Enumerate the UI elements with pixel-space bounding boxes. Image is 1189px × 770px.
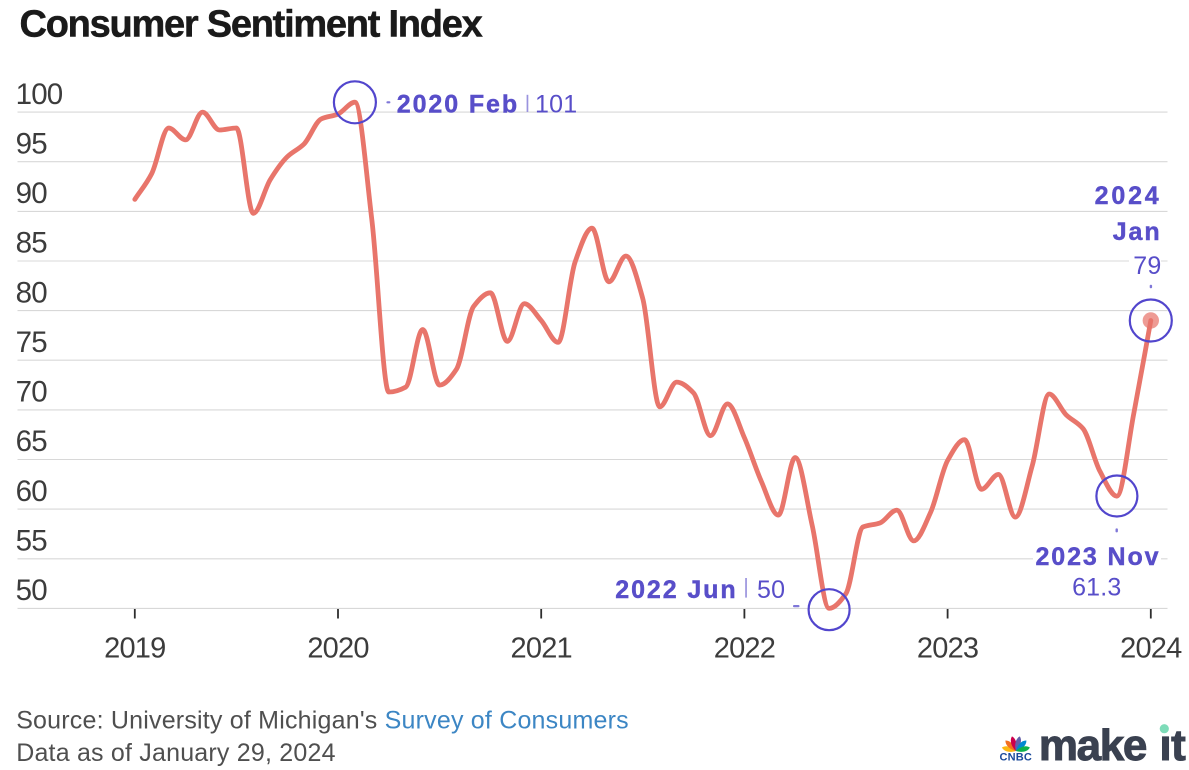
svg-text:90: 90 bbox=[16, 177, 48, 210]
svg-text:50: 50 bbox=[16, 574, 48, 607]
svg-text:Consumer Sentiment Index: Consumer Sentiment Index bbox=[20, 3, 483, 45]
svg-text:2024: 2024 bbox=[1120, 633, 1182, 665]
svg-text:85: 85 bbox=[16, 227, 48, 260]
svg-text:make: make bbox=[1039, 721, 1146, 770]
svg-text:60: 60 bbox=[16, 475, 48, 508]
svg-text:80: 80 bbox=[16, 276, 48, 309]
svg-text:2022: 2022 bbox=[714, 633, 775, 665]
svg-text:61.3: 61.3 bbox=[1072, 574, 1121, 602]
svg-text:2020: 2020 bbox=[307, 633, 368, 665]
svg-text:Source: University of Michigan: Source: University of Michigan's Survey … bbox=[16, 707, 629, 735]
svg-text:2024: 2024 bbox=[1095, 182, 1162, 210]
svg-text:50: 50 bbox=[757, 576, 785, 604]
svg-text:55: 55 bbox=[16, 525, 48, 558]
svg-text:2022 Jun: 2022 Jun bbox=[615, 576, 737, 604]
svg-text:95: 95 bbox=[16, 127, 48, 160]
svg-text:2021: 2021 bbox=[511, 633, 572, 665]
svg-text:70: 70 bbox=[16, 376, 48, 409]
svg-text:100: 100 bbox=[16, 78, 63, 111]
svg-text:CNBC: CNBC bbox=[1000, 751, 1033, 763]
svg-text:65: 65 bbox=[16, 425, 48, 458]
svg-text:2019: 2019 bbox=[104, 633, 165, 665]
svg-text:2020 Feb: 2020 Feb bbox=[397, 91, 519, 119]
svg-text:2023: 2023 bbox=[917, 633, 978, 665]
svg-text:Jan: Jan bbox=[1113, 218, 1162, 246]
svg-text:79: 79 bbox=[1133, 252, 1161, 280]
svg-text:75: 75 bbox=[16, 326, 48, 359]
svg-text:Data as of January 29, 2024: Data as of January 29, 2024 bbox=[16, 739, 336, 767]
svg-text:2023 Nov: 2023 Nov bbox=[1036, 543, 1161, 571]
svg-text:101: 101 bbox=[535, 91, 577, 119]
